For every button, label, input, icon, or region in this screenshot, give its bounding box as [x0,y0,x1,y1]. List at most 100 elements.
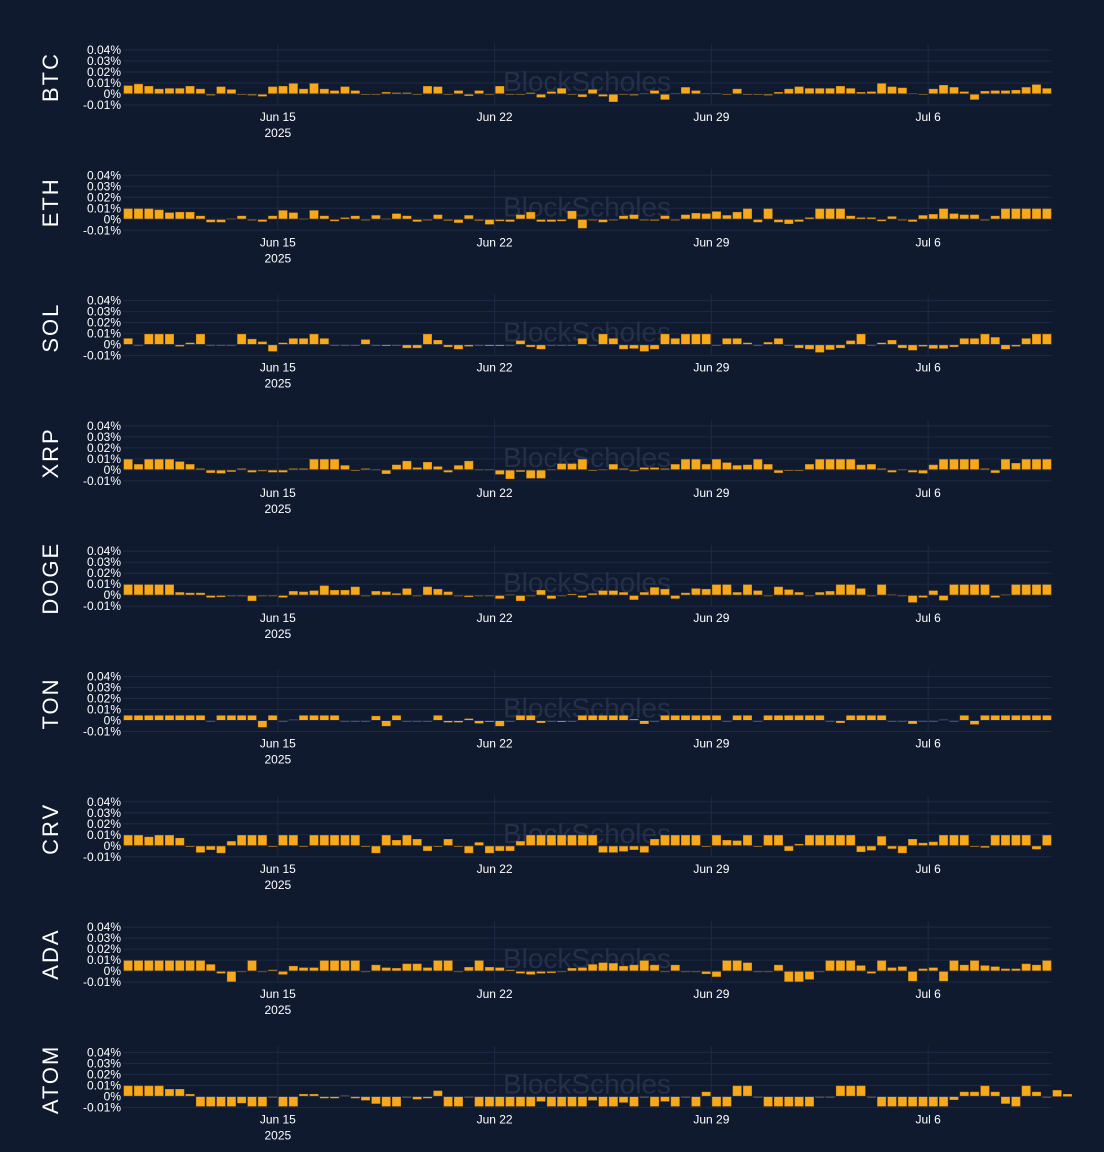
bar [928,88,938,95]
bar [619,344,629,350]
bar [732,1085,742,1097]
bar [835,584,845,596]
bar [619,845,629,852]
x-tick-label: Jul 6 [915,486,941,500]
bar [1042,333,1052,345]
bar [588,835,598,846]
bar [257,1096,267,1107]
bar [185,960,195,972]
x-tick-sublabel: 2025 [264,377,291,391]
bar [175,715,185,721]
bar [278,86,288,95]
y-tick-label: 0.02% [87,1067,121,1081]
bar [701,333,711,345]
bar [939,84,949,95]
bar [454,465,463,471]
bar [743,584,752,596]
bar [629,214,639,220]
bar [134,208,143,220]
bar [175,837,185,846]
bar [412,963,422,972]
bar [464,460,474,471]
bar [330,835,340,846]
panel-title: ADA [38,928,63,979]
bar [825,344,835,350]
bar [990,966,1000,972]
bar [660,333,670,345]
bar [670,715,680,721]
bar [392,1096,401,1107]
bar [629,845,639,850]
bar [835,86,845,95]
bar [288,212,298,220]
bar [928,344,938,349]
bar [732,211,742,220]
bar [660,1096,670,1102]
bar [567,210,577,220]
bar [846,960,856,972]
bar [299,88,309,95]
bar [825,459,835,471]
bar [743,464,752,471]
bar [154,333,164,345]
bar [691,213,701,220]
bar [980,584,990,596]
y-tick-label: -0.01% [83,1100,121,1114]
bar [495,1096,505,1107]
bar [629,964,639,972]
bar [495,720,505,727]
bar [753,590,763,596]
bar [454,344,463,350]
y-tick-label: 0% [104,1089,122,1103]
bar [959,459,969,471]
bar [123,208,133,220]
bar [288,338,298,345]
y-tick-label: 0% [104,463,122,477]
y-tick-label: 0.03% [87,305,121,319]
y-tick-label: 0.02% [87,817,121,831]
bar [629,1096,639,1107]
bar [423,333,432,345]
panel-title: XRP [38,427,63,478]
y-tick-label: 0.01% [87,1078,121,1092]
bar [278,210,288,220]
bar [164,960,174,972]
bar [619,715,629,721]
bar [774,835,783,846]
bar [608,963,618,972]
bar [195,715,205,721]
bar [443,1096,453,1107]
bar [164,333,174,345]
y-tick-label: -0.01% [83,98,121,112]
bar [1021,87,1031,95]
bar [381,720,391,727]
bar [371,591,381,596]
bar [1032,584,1041,596]
bar [319,459,329,471]
bar [433,86,443,95]
bar [484,219,494,225]
bar [743,208,752,220]
bar [392,213,401,220]
bar [216,86,226,95]
bar [639,344,649,352]
bar [1021,208,1031,220]
bar [443,839,453,847]
bar [185,715,195,721]
bar [701,1091,711,1097]
bar [371,845,381,854]
bar [774,338,783,345]
bar [536,1096,546,1102]
bar [588,89,598,95]
bar [371,964,381,972]
bar [309,210,319,220]
bar [144,208,154,220]
bar [1042,960,1052,972]
bar [949,835,959,846]
x-tick-label: Jul 6 [915,737,941,751]
bar [144,1085,154,1097]
bar [123,960,133,972]
bar [206,1096,216,1107]
bar [557,463,567,471]
bar [1032,715,1041,721]
